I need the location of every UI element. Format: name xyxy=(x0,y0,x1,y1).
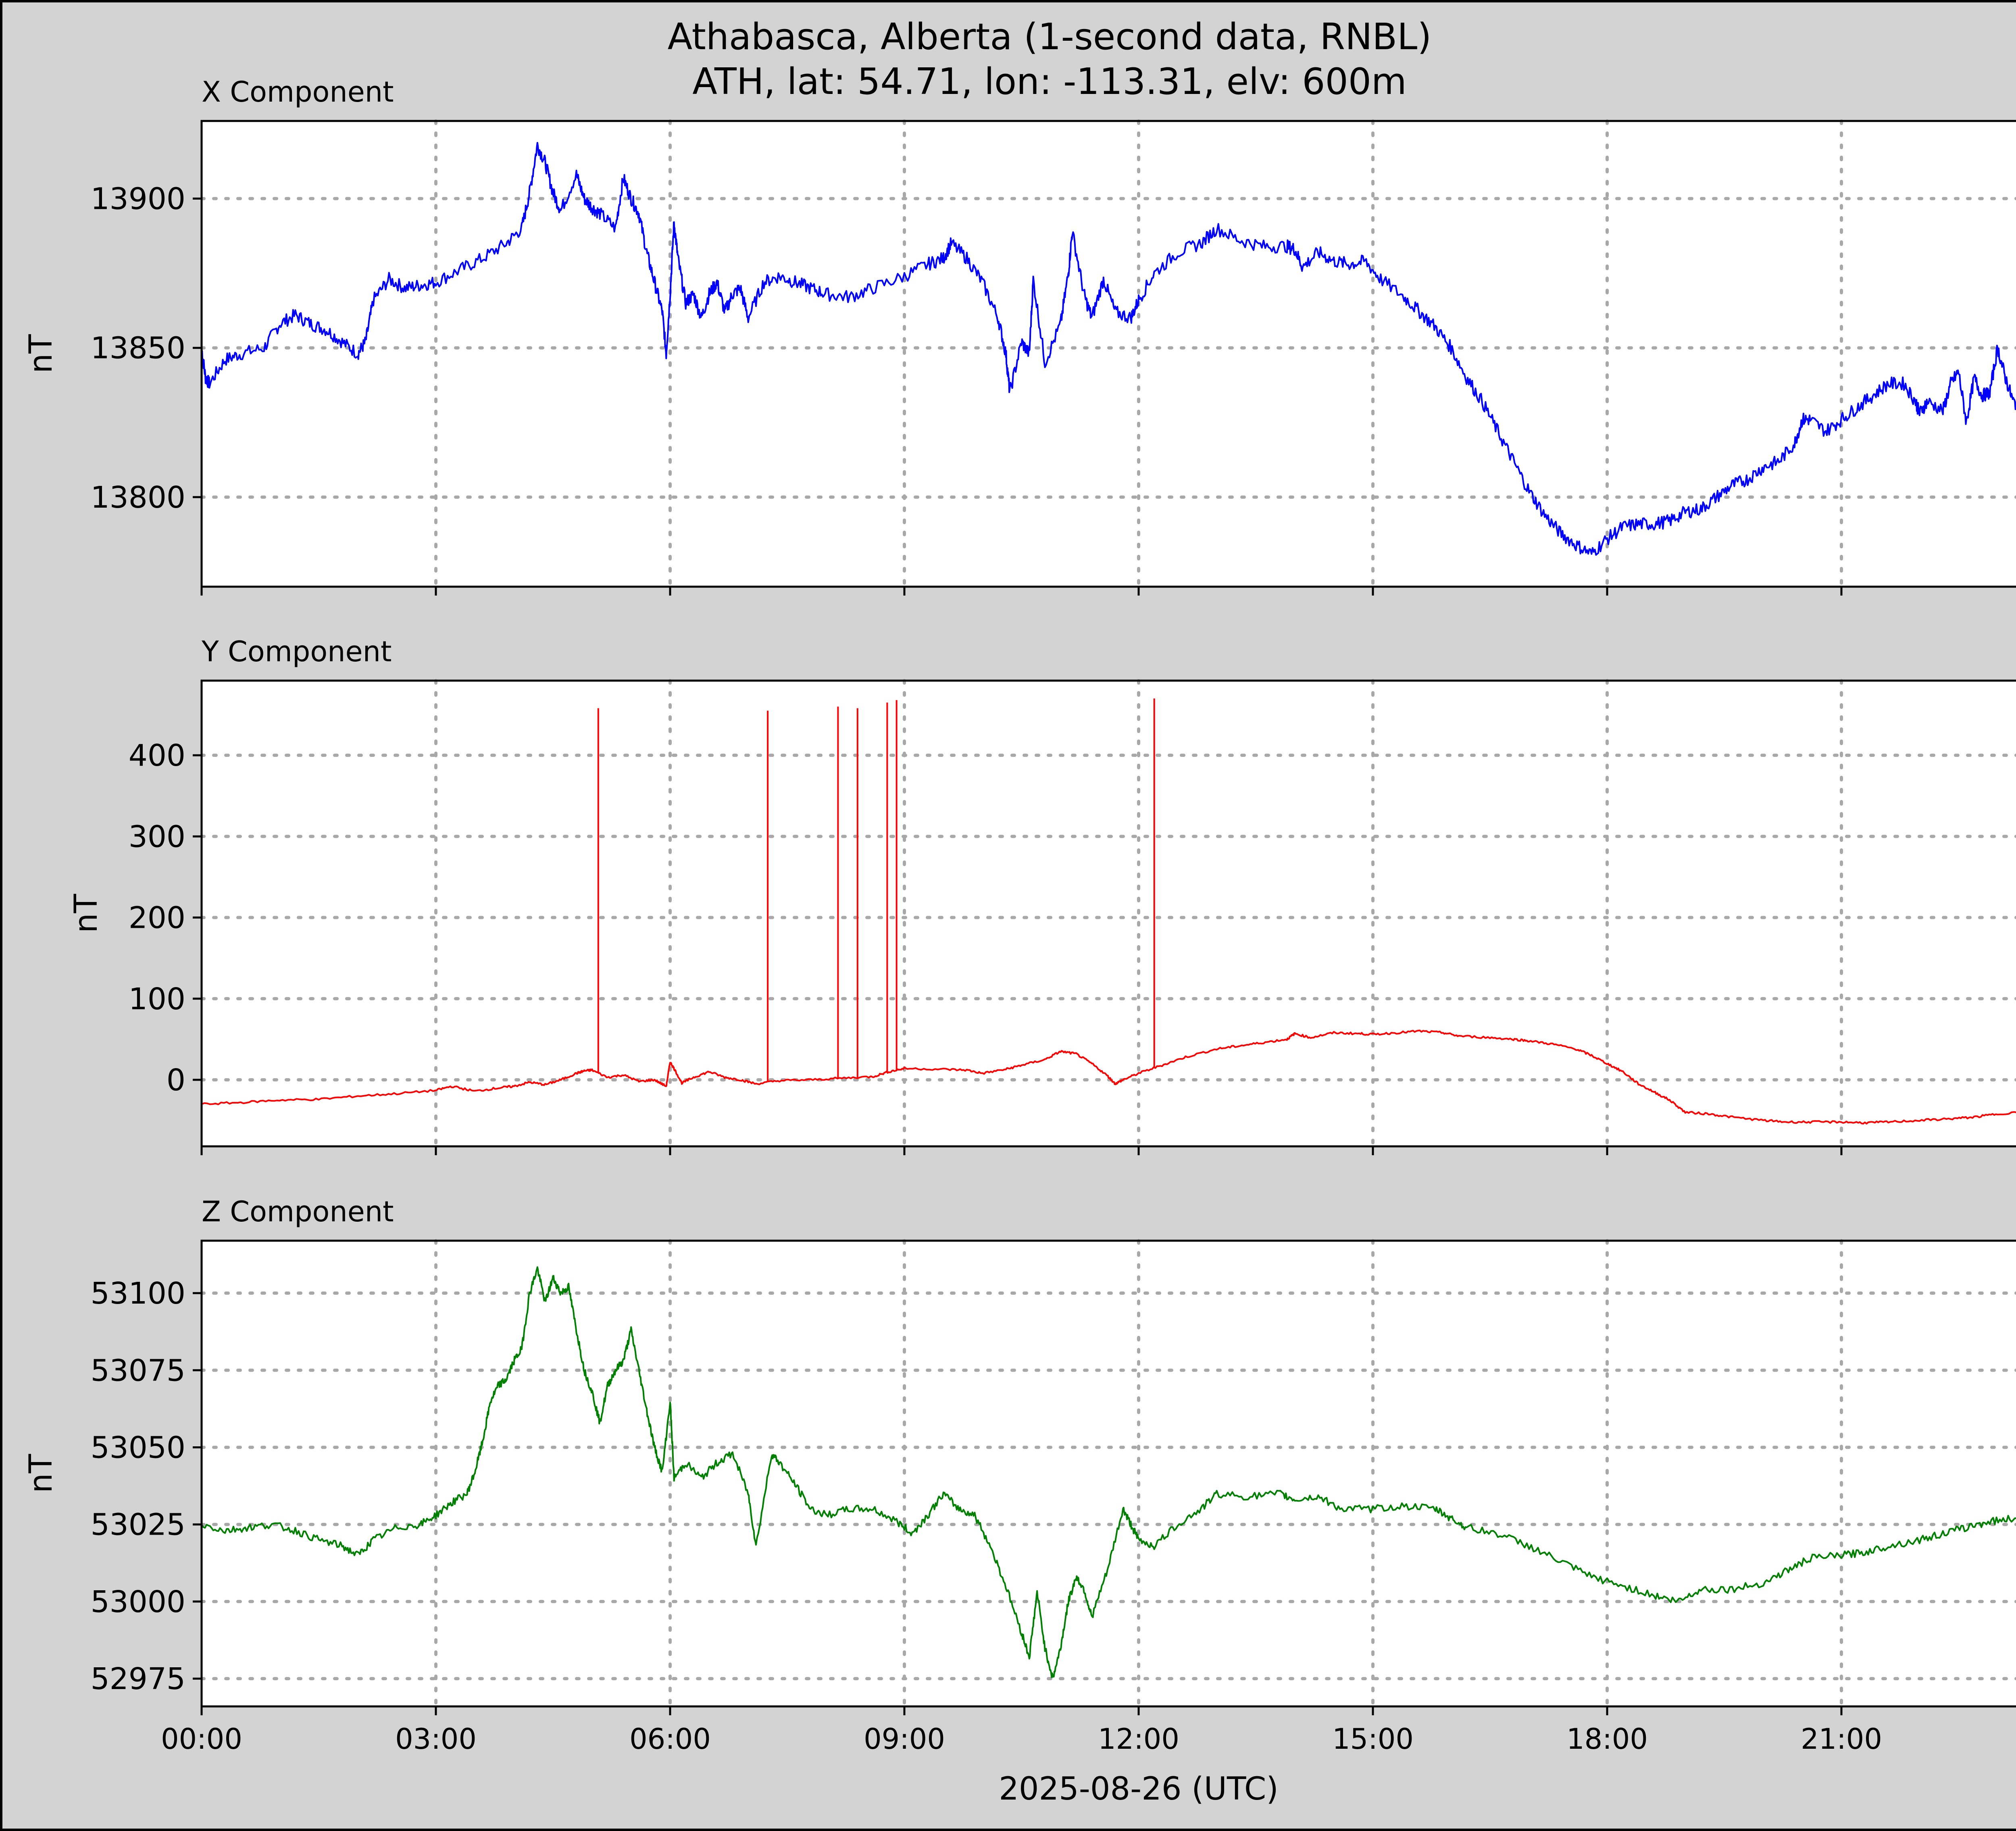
z-component-ytick-label: 53075 xyxy=(91,1353,185,1388)
z-component-ylabel: nT xyxy=(23,1454,59,1493)
z-component-ytick-label: 53100 xyxy=(91,1276,185,1311)
x-component-ytick-label: 13800 xyxy=(91,480,185,515)
y-component-plot-area xyxy=(200,679,2016,1148)
y-component-ytick-label: 300 xyxy=(129,819,185,854)
z-component-title: Z Component xyxy=(202,1195,394,1228)
x-tick-label: 15:00 xyxy=(1332,1723,1414,1756)
x-component-series-line xyxy=(202,142,2016,556)
y-component-frame xyxy=(200,679,2016,1148)
x-component-plot-area xyxy=(200,120,2016,588)
x-tick-label: 06:00 xyxy=(629,1723,711,1756)
z-component-ytick-label: 53025 xyxy=(91,1508,185,1542)
z-component-ytick-label: 52975 xyxy=(91,1662,185,1696)
y-component-ytick-label: 100 xyxy=(129,982,185,1017)
x-component-ylabel: nT xyxy=(23,334,59,373)
chart-title: Athabasca, Alberta (1-second data, RNBL) xyxy=(668,16,1432,58)
x-tick-label: 09:00 xyxy=(864,1723,945,1756)
y-component-series-line xyxy=(202,1029,2016,1125)
y-component-ytick-label: 200 xyxy=(129,901,185,935)
y-component-ytick-label: 400 xyxy=(129,738,185,773)
x-component-title: X Component xyxy=(202,75,394,108)
x-tick-label: 21:00 xyxy=(1801,1723,1882,1756)
x-tick-label: 00:00 xyxy=(161,1723,242,1756)
y-component-ytick-label: 0 xyxy=(167,1063,185,1098)
x-tick-label: 18:00 xyxy=(1566,1723,1648,1756)
x-tick-label: 12:00 xyxy=(1098,1723,1179,1756)
y-component-panel: Y Component nT 0 100 200 300 400 xyxy=(68,635,2016,1155)
x-axis-label: 2025-08-26 (UTC) xyxy=(999,1771,1279,1807)
x-component-panel: X Component nT 13800 13850 13900 xyxy=(23,75,2016,596)
x-component-ytick-label: 13900 xyxy=(91,182,185,217)
y-component-ylabel: nT xyxy=(68,894,104,933)
x-tick-label: 03:00 xyxy=(395,1723,477,1756)
chart-subtitle: ATH, lat: 54.71, lon: -113.31, elv: 600m xyxy=(692,60,1406,103)
y-component-title: Y Component xyxy=(201,635,392,668)
z-component-ytick-label: 53050 xyxy=(91,1430,185,1465)
z-component-plot-area xyxy=(200,1239,2016,1708)
x-component-ytick-label: 13850 xyxy=(91,331,185,366)
z-component-ytick-label: 53000 xyxy=(91,1585,185,1619)
z-component-panel: Z Component nT 00:00 03:00 06:00 09:00 12:00 15… xyxy=(23,1195,2016,1756)
z-component-frame xyxy=(200,1239,2016,1708)
z-component-series-line xyxy=(202,1266,2016,1678)
x-component-frame xyxy=(200,120,2016,588)
